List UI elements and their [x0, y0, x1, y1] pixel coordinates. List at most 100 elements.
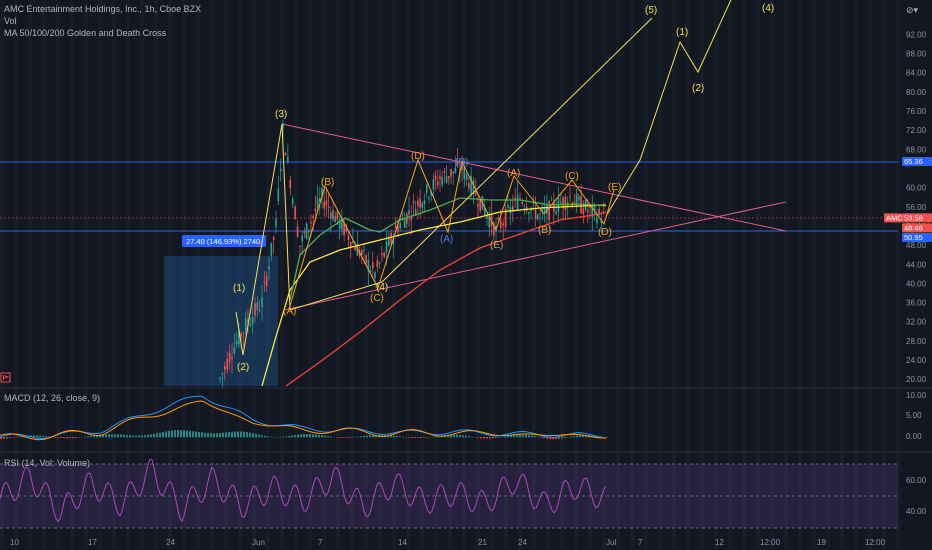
candle-body — [354, 246, 356, 251]
candle-body — [301, 235, 303, 242]
macd-bar — [39, 435, 41, 438]
macd-bar — [414, 437, 416, 438]
flag-marker-icon[interactable] — [0, 372, 11, 383]
macd-bar — [495, 437, 497, 439]
candle-body — [224, 365, 226, 370]
macd-bar — [12, 437, 14, 438]
macd-bar — [126, 435, 128, 438]
price-axis[interactable]: 92.00 88.00 84.00 80.00 76.00 72.00 68.00 60.00… — [906, 30, 927, 384]
candle-body — [562, 197, 564, 209]
macd-bar — [450, 434, 452, 438]
macd-bar — [192, 431, 194, 438]
macd-bar — [453, 434, 455, 438]
price-tick: 80.00 — [906, 88, 927, 97]
background-stripe — [350, 0, 354, 550]
price-tick: 36.00 — [906, 299, 927, 308]
time-tick: 12:00 — [865, 538, 886, 547]
candle-body — [591, 204, 594, 217]
candle-body — [519, 197, 521, 199]
candle-body — [381, 253, 383, 255]
measure-label: 27.40 (146.93%) 2740 — [186, 237, 260, 246]
time-tick: 21 — [478, 538, 487, 547]
macd-bar — [6, 437, 8, 439]
background-stripe — [532, 0, 536, 550]
volume-legend[interactable]: Vol — [4, 16, 17, 26]
candle-body — [448, 176, 450, 179]
candle-body — [468, 183, 470, 189]
candle-body — [365, 255, 367, 263]
ma-legend[interactable]: MA 50/100/200 Golden and Death Cross — [4, 28, 167, 38]
candle-body — [412, 201, 415, 204]
candle-body — [305, 223, 308, 239]
rsi-legend[interactable]: RSI (14, Vol: Volume) — [4, 458, 91, 468]
symbol-title[interactable]: AMC Entertainment Holdings, Inc., 1h, Cb… — [4, 4, 202, 14]
candle-body — [265, 276, 268, 287]
background-stripe — [14, 0, 18, 550]
macd-bar — [369, 435, 371, 438]
macd-bar — [33, 435, 35, 438]
macd-bar — [249, 432, 251, 438]
candle-body — [465, 174, 468, 180]
background-stripe — [448, 0, 452, 550]
candle-body — [593, 205, 596, 211]
background-stripe — [854, 0, 858, 550]
macd-bar — [96, 435, 98, 438]
macd-bar — [36, 435, 38, 438]
macd-bar — [243, 431, 245, 438]
macd-bar — [447, 434, 449, 438]
macd-bar — [207, 433, 209, 438]
macd-tick: 10.00 — [906, 391, 927, 400]
macd-bar — [456, 434, 458, 438]
candle-body — [369, 270, 372, 272]
macd-bar — [141, 435, 143, 438]
macd-bar — [60, 437, 62, 438]
macd-bar — [558, 437, 560, 439]
macd-bar — [360, 436, 362, 438]
macd-bar — [159, 432, 161, 438]
price-badge-label: 50.95 — [904, 233, 923, 242]
candle-body — [284, 152, 287, 156]
candle-body — [308, 229, 310, 232]
macd-bar — [309, 434, 311, 438]
macd-bar — [72, 437, 74, 439]
candle-body — [275, 218, 277, 227]
background-stripe — [476, 0, 480, 550]
background-stripe — [630, 0, 634, 550]
macd-bar — [303, 434, 305, 438]
macd-bar — [165, 431, 167, 438]
macd-bar — [174, 430, 176, 438]
candle-body — [270, 242, 273, 256]
time-axis[interactable]: 10 17 24 Jun 7 14 21 24 Jul 7 12 12:00 19 12:00 — [10, 538, 886, 547]
macd-bar — [579, 435, 581, 438]
wave-label: (C) — [565, 171, 579, 182]
candle-body — [343, 222, 345, 236]
background-stripe — [378, 0, 382, 550]
macd-bar — [219, 433, 221, 438]
macd-bar — [411, 437, 413, 438]
macd-bar — [264, 435, 266, 438]
price-badge — [902, 233, 932, 242]
candle-body — [374, 272, 376, 279]
background-stripe — [490, 0, 494, 550]
background-stripe — [336, 0, 340, 550]
macd-legend[interactable]: MACD (12, 26, close, 9) — [4, 393, 101, 403]
triangle-lower-line[interactable] — [283, 201, 787, 311]
price-tick: 56.00 — [906, 203, 927, 212]
macd-bar — [519, 434, 521, 438]
candle-body — [472, 180, 475, 195]
candle-body — [221, 373, 224, 375]
macd-bar — [489, 437, 491, 439]
time-tick: 24 — [166, 538, 175, 547]
triangle-upper-line[interactable] — [281, 123, 787, 232]
macd-bar — [348, 437, 350, 438]
macd-bar — [552, 437, 554, 440]
background-stripe — [770, 0, 774, 550]
candle-body — [516, 195, 519, 210]
time-tick: 12:00 — [760, 538, 781, 547]
currency-settings-icon[interactable]: ⊘▾ — [906, 5, 919, 15]
wave-label: (B) — [538, 225, 551, 236]
macd-bar — [315, 434, 317, 438]
background-stripe — [42, 0, 46, 550]
macd-bar — [189, 430, 191, 438]
